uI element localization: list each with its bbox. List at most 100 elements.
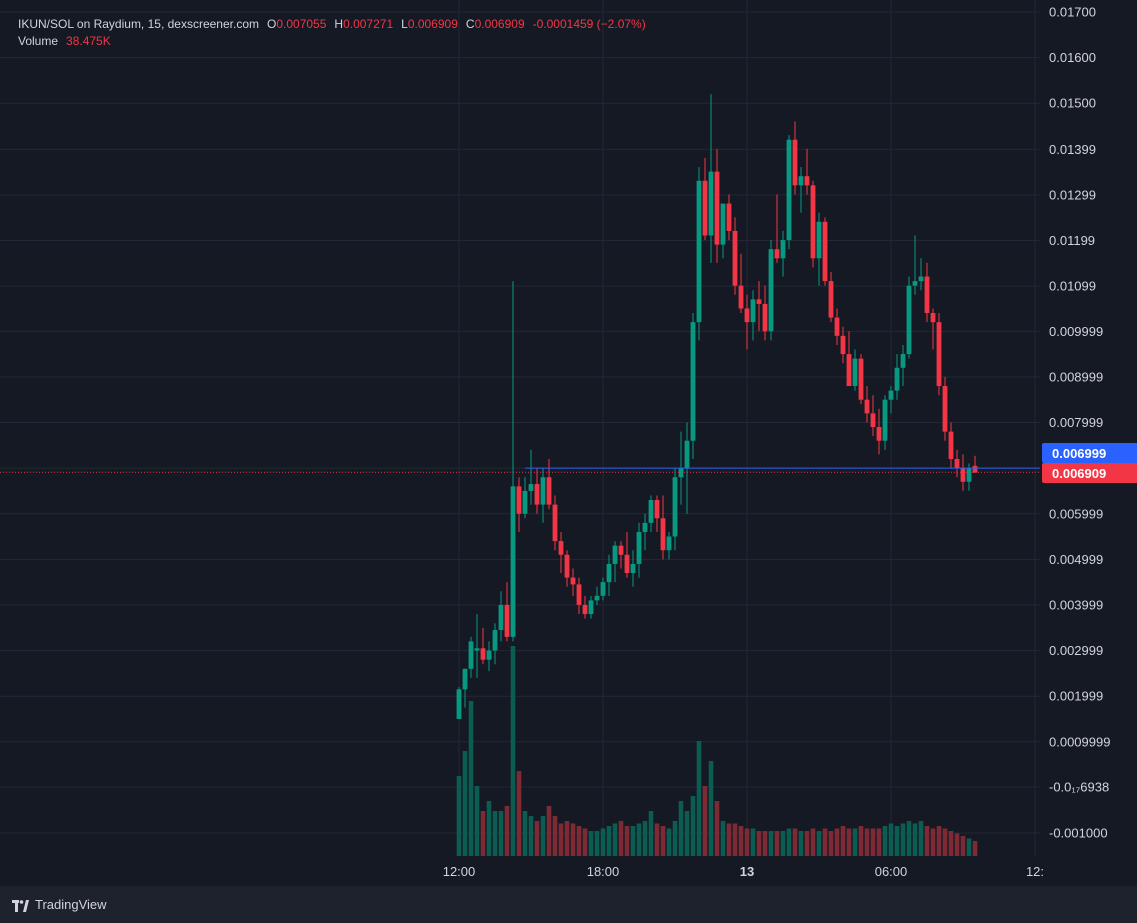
volume-bar (690, 796, 696, 856)
candle-body (870, 413, 876, 428)
volume-bar (816, 831, 822, 856)
volume-bar (522, 811, 528, 856)
candle-body (858, 358, 864, 400)
candle-body (774, 249, 780, 259)
candle-body (834, 317, 840, 336)
candle-body (594, 595, 600, 601)
candle-body (564, 554, 570, 578)
y-tick-label: 0.004999 (1049, 552, 1103, 567)
candle-body (522, 490, 528, 514)
candle-body (558, 541, 564, 555)
volume-bar (702, 786, 708, 856)
candle-body (588, 600, 594, 615)
high-label: H (334, 17, 344, 31)
chart-background (0, 0, 1137, 886)
volume-label: Volume (18, 34, 59, 48)
price-axis[interactable]: 0.01700 0.01600 0.01500 0.01399 0.01299 0.011… (1049, 5, 1110, 841)
high-value: 0.007271 (343, 17, 394, 31)
y-tick-label: 0.009999 (1049, 324, 1103, 339)
candle-body (582, 604, 588, 615)
candle-body (510, 486, 516, 637)
candle-body (900, 354, 906, 368)
volume-bar (564, 821, 570, 856)
volume-bar (786, 828, 792, 856)
y-tick-label: -0.001000 (1049, 826, 1108, 841)
volume-bar (720, 821, 726, 856)
candle-body (744, 308, 750, 323)
x-tick-label: 06:00 (875, 864, 908, 879)
volume-bars (456, 646, 978, 856)
volume-bar (924, 826, 930, 856)
volume-bar (858, 826, 864, 856)
candle-body (912, 281, 918, 286)
y-tick-label: 0.01299 (1049, 187, 1096, 202)
candle-body (546, 477, 552, 505)
candle-body (882, 399, 888, 441)
candle-body (924, 276, 930, 314)
volume-bar (474, 786, 480, 856)
y-tick-label: 0.003999 (1049, 597, 1103, 612)
tradingview-brand[interactable]: TradingView (35, 897, 107, 912)
candle-body (840, 335, 846, 355)
volume-bar (906, 821, 912, 856)
candle-body (708, 171, 714, 236)
volume-bar (618, 821, 624, 856)
candle-body (624, 554, 630, 574)
candle-body (918, 276, 924, 282)
y-tick-label: -0.0₁₇6938 (1049, 779, 1109, 794)
candle-body (846, 354, 852, 387)
candle-body (528, 484, 534, 491)
volume-bar (918, 821, 924, 856)
open-value: 0.007055 (276, 17, 327, 31)
candle-body (804, 176, 810, 186)
volume-bar (648, 811, 654, 856)
volume-bar (492, 811, 498, 856)
low-label: L (401, 17, 408, 31)
volume-bar (660, 826, 666, 856)
candle-body (612, 545, 618, 564)
volume-bar (954, 833, 960, 856)
candle-body (828, 281, 834, 318)
candle-body (798, 176, 804, 186)
price-chart[interactable]: 0.01700 0.01600 0.01500 0.01399 0.01299 0.011… (0, 0, 1137, 886)
volume-bar (882, 826, 888, 856)
y-tick-label: 0.01399 (1049, 142, 1096, 157)
volume-bar (684, 811, 690, 856)
volume-bar (828, 831, 834, 856)
volume-bar (852, 828, 858, 856)
volume-bar (870, 828, 876, 856)
candle-body (456, 689, 462, 719)
candle-body (864, 399, 870, 414)
volume-bar (822, 828, 828, 856)
volume-bar (552, 816, 558, 856)
volume-bar (966, 838, 972, 856)
tradingview-logo-icon[interactable] (12, 899, 29, 912)
candle-body (690, 322, 696, 441)
candle-body (876, 427, 882, 441)
volume-bar (696, 741, 702, 856)
volume-bar (630, 826, 636, 856)
candle-body (720, 203, 726, 245)
candle-body (504, 604, 510, 637)
candle-body (696, 180, 702, 323)
volume-bar (582, 828, 588, 856)
time-axis[interactable]: 12:00 18:00 13 06:00 12: (443, 864, 1044, 879)
candle-body (498, 604, 504, 631)
candle-body (954, 458, 960, 469)
volume-bar (654, 823, 660, 856)
volume-bar (894, 826, 900, 856)
candle-body (654, 500, 660, 519)
volume-bar (624, 826, 630, 856)
volume-bar (798, 831, 804, 856)
candle-body (816, 221, 822, 259)
volume-bar (480, 811, 486, 856)
volume-bar (588, 831, 594, 856)
candlesticks (456, 94, 978, 719)
candle-body (684, 440, 690, 469)
candle-body (534, 484, 540, 505)
volume-bar (666, 828, 672, 856)
volume-bar (846, 828, 852, 856)
volume-bar (636, 823, 642, 856)
current-price-label: 0.006909 (1042, 463, 1137, 483)
candle-body (726, 203, 732, 231)
